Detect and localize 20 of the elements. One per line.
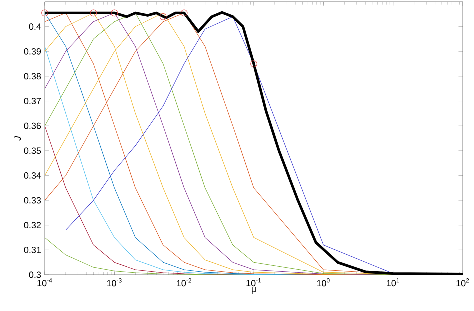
y-tick-label: 0.34 bbox=[24, 172, 42, 179]
x-tick-label: 10$^{-3}$ bbox=[107, 278, 122, 287]
x-tick-label: 10$^{2}$ bbox=[456, 278, 470, 287]
x-tick-label: 10$^{1}$ bbox=[387, 278, 400, 287]
x-tick-label: 10$^{-1}$ bbox=[246, 278, 262, 287]
y-tick-label: 0.36 bbox=[24, 122, 42, 130]
y-tick-label: 0.4 bbox=[29, 24, 42, 30]
y-tick-label: 0.35 bbox=[24, 148, 42, 154]
y-tick-label: 0.31 bbox=[24, 246, 42, 254]
y-tick-label: 0.32 bbox=[24, 222, 42, 229]
x-axis-title: μ bbox=[252, 288, 256, 294]
y-tick-label: 0.38 bbox=[24, 73, 42, 80]
x-tick-label: 10$^{-2}$ bbox=[177, 278, 192, 287]
y-tick-label: 0.3 bbox=[29, 272, 42, 278]
y-tick-label: 0.33 bbox=[24, 197, 42, 204]
x-tick-label: 10$^{0}$ bbox=[317, 278, 330, 287]
y-axis-title: J bbox=[14, 136, 22, 141]
x-tick-label: 10$^{-4}$ bbox=[38, 278, 52, 287]
y-tick-label: 0.37 bbox=[24, 98, 42, 104]
y-tick-label: 0.39 bbox=[24, 48, 42, 55]
